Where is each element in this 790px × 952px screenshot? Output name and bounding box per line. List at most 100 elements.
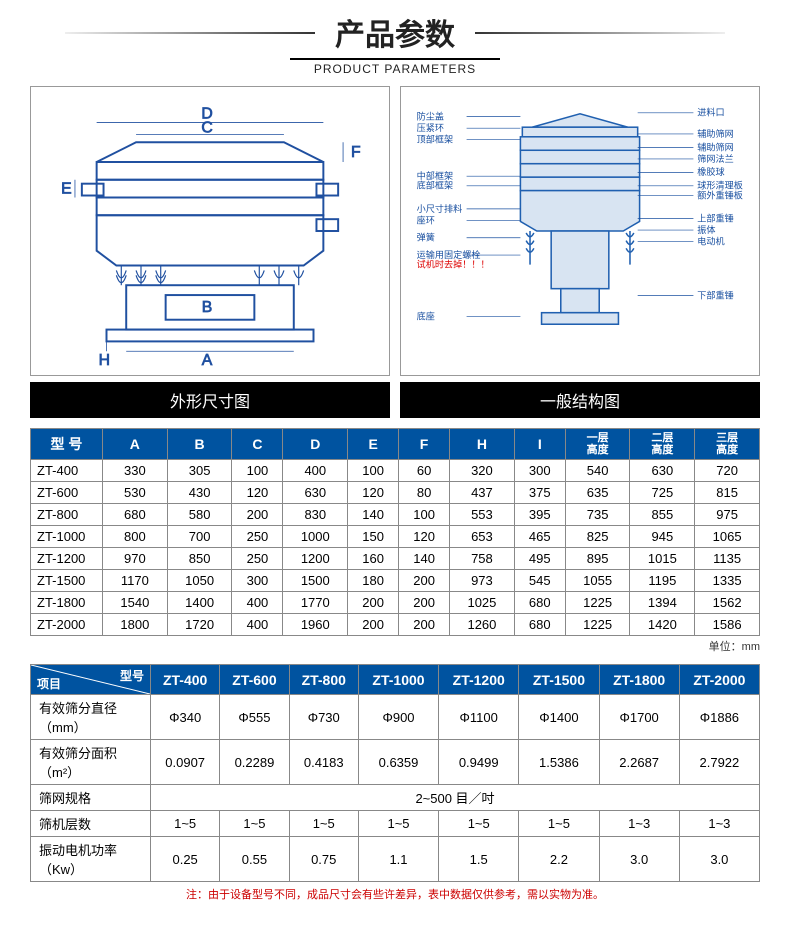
table1-header: H (450, 429, 515, 460)
table-cell: 1770 (283, 592, 348, 614)
table-cell: Φ1886 (679, 695, 759, 740)
table2-header: ZT-2000 (679, 665, 759, 695)
table-cell: 1195 (630, 570, 695, 592)
table-cell: Φ730 (289, 695, 358, 740)
table-cell: ZT-1000 (31, 526, 103, 548)
table-cell: 200 (399, 570, 450, 592)
table-row: 振动电机功率（Kw）0.250.550.751.11.52.23.03.0 (31, 837, 760, 882)
table-row: ZT-1800154014004001770200200102568012251… (31, 592, 760, 614)
table-cell: 1562 (695, 592, 760, 614)
table-cell: 855 (630, 504, 695, 526)
table-cell: 100 (348, 460, 399, 482)
svg-text:B: B (202, 299, 213, 316)
table-cell: 465 (514, 526, 565, 548)
table-cell: 735 (565, 504, 630, 526)
table-cell: ZT-1500 (31, 570, 103, 592)
table1-header: 二层高度 (630, 429, 695, 460)
table-cell: 0.0907 (151, 740, 220, 785)
row-label: 筛机层数 (31, 811, 151, 837)
table-row: 筛网规格2~500 目／吋 (31, 785, 760, 811)
table-cell: 725 (630, 482, 695, 504)
table-cell: 553 (450, 504, 515, 526)
table-cell: 2.2 (519, 837, 599, 882)
svg-text:F: F (351, 144, 361, 161)
table-row: ZT-40033030510040010060320300540630720 (31, 460, 760, 482)
table-cell: 2.7922 (679, 740, 759, 785)
table-cell: Φ1700 (599, 695, 679, 740)
table-cell: 250 (232, 548, 283, 570)
structure-diagram: 防尘盖压紧环顶部框架中部框架底部框架小尺寸排料座环弹簧运输用固定螺栓试机时去掉！… (400, 86, 760, 376)
table-cell: 1025 (450, 592, 515, 614)
table-cell: ZT-2000 (31, 614, 103, 636)
table-cell: 1065 (695, 526, 760, 548)
table-cell: 300 (232, 570, 283, 592)
table1-header: F (399, 429, 450, 460)
table2-header: ZT-400 (151, 665, 220, 695)
table-cell: 495 (514, 548, 565, 570)
title-line (290, 58, 500, 60)
table-cell: 580 (167, 504, 232, 526)
table-cell: ZT-1800 (31, 592, 103, 614)
table-row: ZT-1500117010503001500180200973545105511… (31, 570, 760, 592)
table-cell: 400 (232, 592, 283, 614)
table-cell: 0.25 (151, 837, 220, 882)
table-cell: 825 (565, 526, 630, 548)
table-cell: Φ900 (358, 695, 438, 740)
table-cell: 0.55 (220, 837, 289, 882)
table-cell: ZT-1200 (31, 548, 103, 570)
table-row: ZT-60053043012063012080437375635725815 (31, 482, 760, 504)
table-cell: 635 (565, 482, 630, 504)
table-cell: 895 (565, 548, 630, 570)
table-cell: 400 (232, 614, 283, 636)
table-cell: 320 (450, 460, 515, 482)
table-cell: 1260 (450, 614, 515, 636)
footnote: 注：由于设备型号不同，成品尺寸会有些许差异，表中数据仅供参考，需以实物为准。 (30, 886, 760, 902)
table-cell: 140 (348, 504, 399, 526)
svg-text:小尺寸排料: 小尺寸排料 (417, 203, 463, 214)
table2-header: ZT-1800 (599, 665, 679, 695)
svg-text:橡胶球: 橡胶球 (697, 166, 724, 177)
table-cell: 1.1 (358, 837, 438, 882)
table-cell: 120 (348, 482, 399, 504)
table-cell: 1015 (630, 548, 695, 570)
svg-text:A: A (202, 352, 213, 369)
svg-text:C: C (201, 119, 212, 136)
table-cell: 1540 (103, 592, 168, 614)
diagrams-row: D C F E B A H (30, 86, 760, 376)
table2-header: ZT-1000 (358, 665, 438, 695)
table-cell: 1~5 (151, 811, 220, 837)
svg-text:辅助筛网: 辅助筛网 (697, 128, 734, 139)
table-row: ZT-1200970850250120016014075849589510151… (31, 548, 760, 570)
table-cell: 630 (630, 460, 695, 482)
svg-text:上部重锤: 上部重锤 (697, 212, 734, 223)
table1-header: 型 号 (31, 429, 103, 460)
table-row: 筛机层数1~51~51~51~51~51~51~31~3 (31, 811, 760, 837)
table-cell: 970 (103, 548, 168, 570)
table-cell: 1335 (695, 570, 760, 592)
table-cell: 630 (283, 482, 348, 504)
table-cell: 945 (630, 526, 695, 548)
table-cell: 800 (103, 526, 168, 548)
svg-text:进料口: 进料口 (697, 107, 724, 118)
svg-text:座环: 座环 (417, 214, 435, 225)
dimensions-table: 型 号ABCDEFHI一层高度二层高度三层高度ZT-40033030510040… (30, 428, 760, 636)
table-cell: 160 (348, 548, 399, 570)
table-cell: 1170 (103, 570, 168, 592)
title-cn: 产品参数 (335, 10, 455, 54)
table-cell: 200 (348, 614, 399, 636)
table-row: ZT-1000800700250100015012065346582594510… (31, 526, 760, 548)
svg-text:顶部框架: 顶部框架 (417, 134, 454, 145)
svg-text:振体: 振体 (697, 224, 715, 235)
table-cell: 2~500 目／吋 (151, 785, 760, 811)
table2-header: ZT-1500 (519, 665, 599, 695)
table1-header: D (283, 429, 348, 460)
table-row: ZT-800680580200830140100553395735855975 (31, 504, 760, 526)
table-cell: 680 (514, 592, 565, 614)
table-cell: 1000 (283, 526, 348, 548)
table-cell: 1500 (283, 570, 348, 592)
table-cell: 1~3 (679, 811, 759, 837)
page: 产品参数 PRODUCT PARAMETERS (0, 0, 790, 912)
table-cell: 300 (514, 460, 565, 482)
table-cell: ZT-400 (31, 460, 103, 482)
table-cell: 437 (450, 482, 515, 504)
